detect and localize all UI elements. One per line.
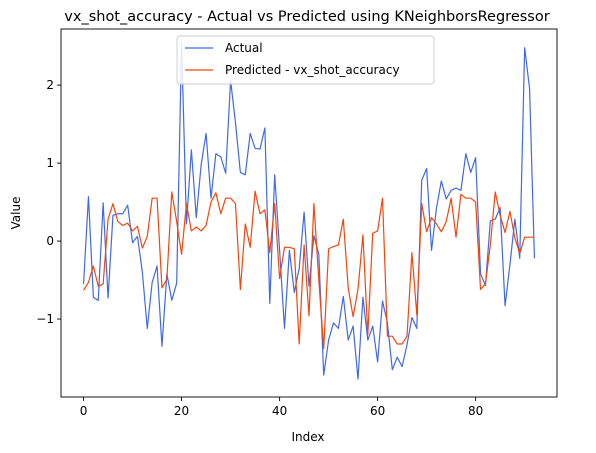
y-tick-label: 2 — [46, 78, 54, 92]
series-layer — [82, 41, 536, 380]
x-axis-ticks: 0 20 40 60 80 — [80, 397, 483, 418]
y-tick-label: 1 — [46, 156, 54, 170]
series-line-actual — [82, 41, 536, 380]
legend-label-actual: Actual — [225, 41, 263, 55]
y-axis-label: Value — [9, 197, 23, 230]
legend-label-predicted: Predicted - vx_shot_accuracy — [225, 63, 400, 77]
x-tick-label: 80 — [468, 404, 483, 418]
y-tick-label: −1 — [36, 312, 54, 326]
x-tick-label: 60 — [370, 404, 385, 418]
series-line-predicted — [83, 190, 535, 350]
chart-title: vx_shot_accuracy - Actual vs Predicted u… — [64, 9, 549, 25]
plot-frame — [60, 28, 558, 398]
y-tick-label: 0 — [46, 234, 54, 248]
x-axis-label: Index — [291, 430, 324, 444]
x-tick-label: 40 — [272, 404, 287, 418]
y-axis-ticks: −1 0 1 2 — [36, 78, 61, 326]
x-tick-label: 0 — [80, 404, 88, 418]
legend: Actual Predicted - vx_shot_accuracy — [176, 35, 435, 85]
legend-box — [176, 35, 435, 85]
x-tick-label: 20 — [174, 404, 189, 418]
